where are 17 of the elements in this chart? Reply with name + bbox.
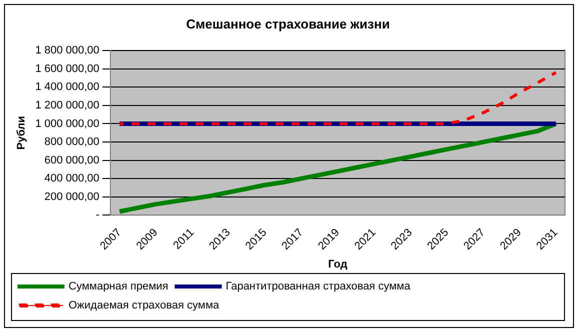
y-tick-label: 1 200 000,00 — [35, 99, 100, 112]
y-tick-label: 1 600 000,00 — [35, 62, 100, 75]
y-tick-label: - — [96, 209, 100, 222]
y-tick-label: 400 000,00 — [44, 172, 100, 185]
legend-label: Ожидаемая страховая сумма — [68, 300, 220, 312]
line-series — [118, 71, 558, 126]
chart-title: Смешанное страхование жизни — [186, 16, 390, 32]
y-tick-label: 800 000,00 — [44, 136, 100, 148]
legend-label: Суммарная премия — [68, 280, 168, 293]
y-axis-title: Рубли — [16, 116, 28, 150]
y-tick-label: 200 000,00 — [44, 190, 100, 203]
y-tick-label: 1 800 000,00 — [35, 44, 100, 57]
legend-label: Гарантитрованная страховая сумма — [226, 280, 412, 293]
y-tick-label: 1 400 000,00 — [35, 81, 100, 94]
x-axis-title: Год — [328, 258, 348, 270]
y-tick-label: 1 000 000,00 — [35, 118, 100, 130]
y-tick-label: 600 000,00 — [44, 154, 100, 166]
